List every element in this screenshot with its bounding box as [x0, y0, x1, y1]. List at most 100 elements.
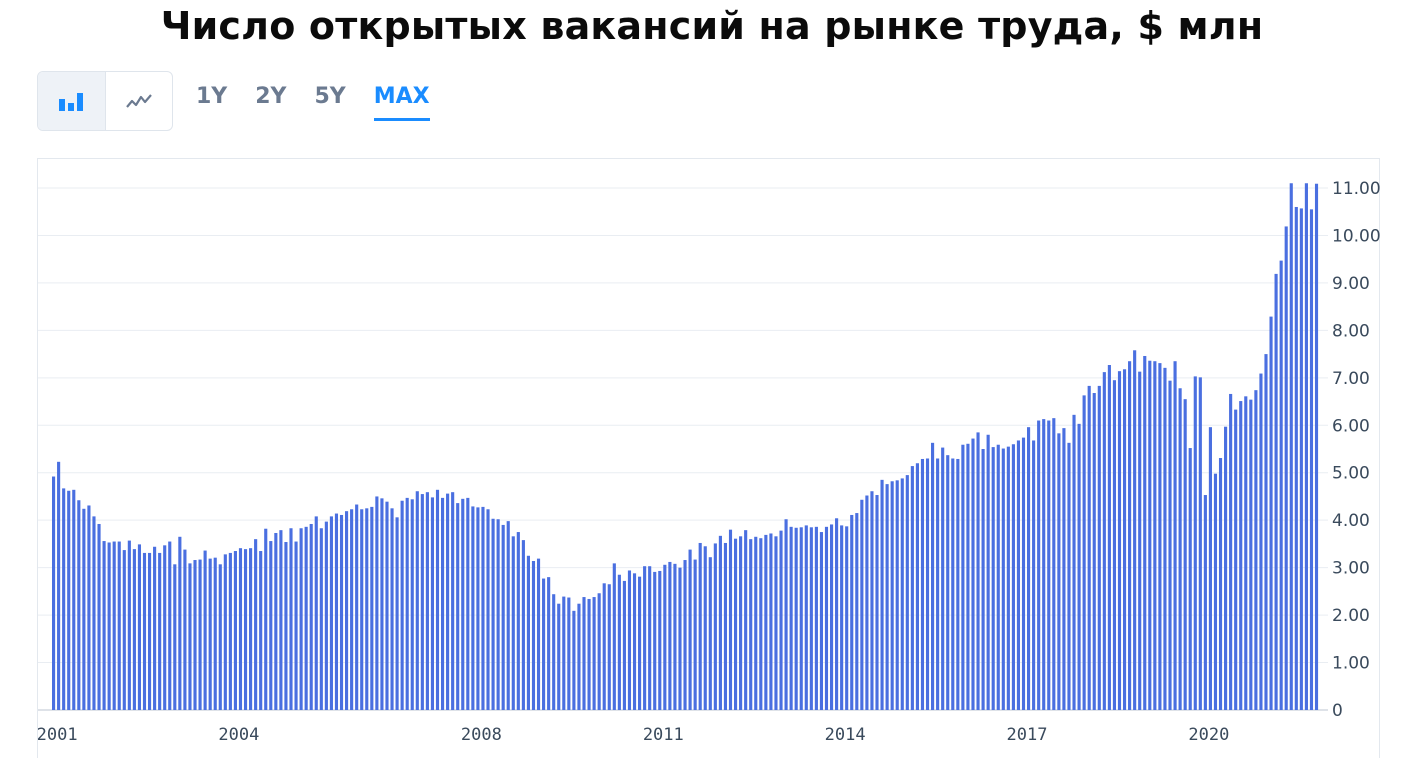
- bar[interactable]: [350, 509, 354, 710]
- bar[interactable]: [213, 557, 217, 710]
- bar[interactable]: [961, 444, 965, 710]
- bar[interactable]: [966, 443, 970, 710]
- bar[interactable]: [915, 463, 919, 710]
- bar[interactable]: [981, 449, 985, 710]
- bar[interactable]: [905, 475, 909, 710]
- bar[interactable]: [673, 563, 677, 710]
- bar[interactable]: [208, 558, 212, 710]
- bar[interactable]: [279, 530, 283, 710]
- bar[interactable]: [996, 444, 1000, 710]
- bar[interactable]: [1259, 373, 1263, 710]
- bar[interactable]: [587, 598, 591, 710]
- bar[interactable]: [415, 491, 419, 710]
- bar[interactable]: [976, 432, 980, 710]
- bar[interactable]: [1264, 354, 1268, 710]
- bar[interactable]: [733, 538, 738, 710]
- bar[interactable]: [643, 566, 647, 710]
- bar[interactable]: [531, 560, 536, 710]
- bar[interactable]: [511, 536, 515, 710]
- bar[interactable]: [875, 495, 879, 710]
- bar[interactable]: [1011, 444, 1015, 710]
- bar[interactable]: [1183, 399, 1187, 710]
- bar[interactable]: [774, 536, 778, 710]
- bar[interactable]: [1087, 385, 1091, 710]
- bar[interactable]: [420, 494, 424, 710]
- bar[interactable]: [1244, 396, 1248, 710]
- bar[interactable]: [951, 458, 955, 710]
- bar[interactable]: [400, 500, 404, 710]
- bar[interactable]: [430, 497, 435, 710]
- bar[interactable]: [835, 518, 839, 710]
- bar[interactable]: [1208, 427, 1212, 710]
- bar-chart-button[interactable]: [38, 72, 106, 130]
- bar[interactable]: [956, 458, 960, 710]
- range-5y[interactable]: 5Y: [314, 84, 346, 109]
- bar[interactable]: [668, 561, 672, 710]
- bar[interactable]: [946, 455, 950, 710]
- bar[interactable]: [375, 496, 379, 710]
- bar[interactable]: [324, 521, 328, 710]
- bar[interactable]: [481, 506, 485, 710]
- bar[interactable]: [1057, 433, 1061, 710]
- bar[interactable]: [461, 498, 465, 710]
- bar[interactable]: [653, 571, 657, 710]
- bar[interactable]: [612, 563, 616, 710]
- bar[interactable]: [658, 570, 662, 710]
- bar[interactable]: [1153, 361, 1157, 710]
- bar[interactable]: [617, 574, 621, 710]
- bar[interactable]: [971, 438, 975, 710]
- bar[interactable]: [622, 580, 626, 710]
- bar[interactable]: [168, 541, 172, 710]
- bar[interactable]: [1218, 458, 1223, 710]
- bar[interactable]: [147, 552, 152, 710]
- bar[interactable]: [456, 503, 460, 710]
- bar[interactable]: [451, 492, 455, 710]
- bar[interactable]: [880, 479, 884, 710]
- bar[interactable]: [1067, 442, 1071, 710]
- bar[interactable]: [648, 566, 652, 710]
- bar[interactable]: [329, 516, 333, 710]
- bar[interactable]: [122, 550, 126, 710]
- bar[interactable]: [602, 583, 606, 710]
- bar[interactable]: [52, 476, 56, 710]
- bar[interactable]: [1016, 440, 1021, 710]
- bar[interactable]: [410, 499, 414, 710]
- bar[interactable]: [218, 564, 222, 710]
- bar[interactable]: [405, 497, 409, 710]
- bar[interactable]: [132, 549, 136, 710]
- bar[interactable]: [749, 539, 753, 710]
- bar[interactable]: [183, 549, 187, 710]
- bar[interactable]: [991, 447, 995, 710]
- bar[interactable]: [728, 529, 733, 710]
- bar[interactable]: [339, 514, 344, 710]
- bar[interactable]: [486, 509, 490, 710]
- bar[interactable]: [860, 499, 864, 710]
- bar[interactable]: [67, 490, 71, 710]
- bar[interactable]: [1062, 428, 1066, 710]
- bar[interactable]: [193, 560, 197, 710]
- bar[interactable]: [759, 538, 763, 710]
- bar[interactable]: [476, 507, 480, 710]
- bar[interactable]: [1158, 363, 1162, 710]
- bar[interactable]: [360, 509, 364, 710]
- bar[interactable]: [1274, 273, 1278, 710]
- bar[interactable]: [824, 526, 829, 710]
- bar[interactable]: [1107, 365, 1111, 710]
- bar[interactable]: [1239, 401, 1243, 710]
- bar[interactable]: [1122, 369, 1127, 710]
- bar[interactable]: [1052, 418, 1056, 710]
- bar[interactable]: [365, 508, 369, 710]
- range-max[interactable]: MAX: [373, 84, 442, 121]
- bar[interactable]: [845, 526, 849, 710]
- bar[interactable]: [1001, 448, 1005, 710]
- bar[interactable]: [744, 530, 748, 710]
- bar[interactable]: [1309, 209, 1314, 710]
- bar[interactable]: [294, 541, 298, 710]
- line-chart-button[interactable]: [106, 72, 173, 130]
- bar[interactable]: [1299, 208, 1303, 710]
- bar[interactable]: [1173, 361, 1177, 710]
- bar[interactable]: [1234, 409, 1238, 710]
- bar[interactable]: [1188, 448, 1192, 710]
- bar[interactable]: [1143, 355, 1147, 710]
- bar[interactable]: [102, 541, 106, 710]
